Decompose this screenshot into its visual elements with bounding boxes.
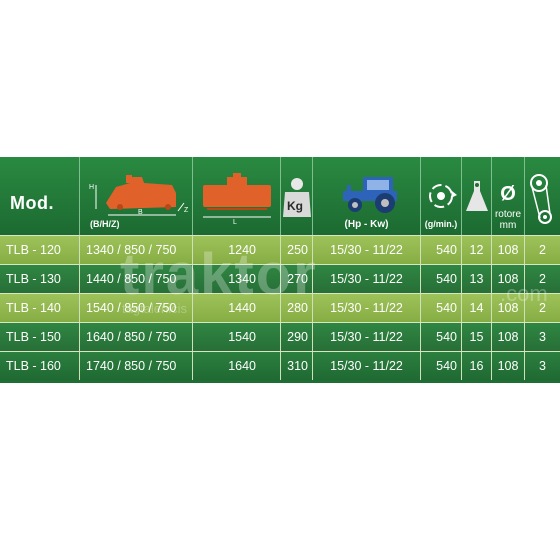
cell-rotor: 108 — [492, 323, 525, 351]
header-length: L — [193, 157, 281, 235]
cell-length: 1640 — [193, 352, 281, 380]
cell-power: 15/30 - 11/22 — [313, 352, 421, 380]
cell-model: TLB - 160 — [0, 352, 80, 380]
flail-mower-rear-icon — [203, 173, 271, 218]
cell-dims: 1640 / 850 / 750 — [80, 323, 193, 351]
cell-pto: 540 — [421, 294, 462, 322]
cell-dims: 1340 / 850 / 750 — [80, 236, 193, 264]
cell-belts: 2 — [539, 272, 546, 286]
cell-pto: 540 — [421, 323, 462, 351]
cell-rotor: 108 — [492, 236, 525, 264]
cell-model: TLB - 140 — [0, 294, 80, 322]
cell-power: 15/30 - 11/22 — [313, 294, 421, 322]
weight-unit: Kg — [287, 199, 303, 213]
header-belts — [525, 157, 560, 235]
model-header-label: Mod. — [10, 193, 54, 213]
cell-length: 1440 — [193, 294, 281, 322]
cell-model: TLB - 150 — [0, 323, 80, 351]
table-row: TLB - 130 1440 / 850 / 750 1340 270 15/30 - … — [0, 264, 560, 293]
cell-pto: 540 — [421, 236, 462, 264]
rotor-symbol: Ø — [500, 183, 516, 205]
table-row: TLB - 120 1340 / 850 / 750 1240 250 15/30 - … — [0, 235, 560, 264]
table-row: TLB - 150 1640 / 850 / 750 1540 290 15/30 - … — [0, 322, 560, 351]
dim-l-label: L — [233, 219, 237, 226]
cell-pto: 540 — [421, 265, 462, 293]
cell-blades: 12 — [462, 236, 492, 264]
flail-blade-icon — [466, 181, 488, 211]
belt-drive-icon — [530, 174, 552, 224]
cell-weight: 280 — [281, 294, 313, 322]
tractor-icon — [343, 177, 397, 213]
table-header: Mod. H B Z (B/H/Z) — [0, 157, 560, 235]
cell-belts: 3 — [539, 330, 546, 344]
cell-dims: 1440 / 850 / 750 — [80, 265, 193, 293]
cell-rotor: 108 — [492, 352, 525, 380]
cell-power: 15/30 - 11/22 — [313, 236, 421, 264]
cell-belts: 2 — [539, 301, 546, 315]
weight-icon — [283, 178, 311, 217]
cell-pto: 540 — [421, 352, 462, 380]
cell-length: 1340 — [193, 265, 281, 293]
flail-mower-side-icon — [95, 175, 185, 216]
cell-weight: 250 — [281, 236, 313, 264]
cell-power: 15/30 - 11/22 — [313, 265, 421, 293]
cell-power: 15/30 - 11/22 — [313, 323, 421, 351]
pto-unit: (g/min.) — [424, 219, 458, 229]
spec-table: Mod. H B Z (B/H/Z) — [0, 157, 560, 383]
cell-belts: 3 — [539, 359, 546, 373]
cell-length: 1240 — [193, 236, 281, 264]
rotor-label: rotore — [494, 209, 522, 220]
header-weight: Kg — [281, 157, 313, 235]
cell-length: 1540 — [193, 323, 281, 351]
dim-z-label: Z — [184, 207, 189, 214]
cell-weight: 270 — [281, 265, 313, 293]
cell-dims: 1740 / 850 / 750 — [80, 352, 193, 380]
rotation-icon — [429, 184, 457, 208]
table-row: TLB - 140 1540 / 850 / 750 1440 280 15/30 - … — [0, 293, 560, 322]
dims-unit: (B/H/Z) — [90, 219, 120, 229]
header-rotor: Ø rotore mm — [492, 157, 525, 235]
header-dimensions: H B Z (B/H/Z) — [80, 157, 193, 235]
cell-belts: 2 — [539, 243, 546, 257]
cell-weight: 290 — [281, 323, 313, 351]
table-row: TLB - 160 1740 / 850 / 750 1640 310 15/30 - … — [0, 351, 560, 380]
cell-model: TLB - 120 — [0, 236, 80, 264]
header-pto: (g/min.) — [421, 157, 462, 235]
cell-blades: 16 — [462, 352, 492, 380]
cell-rotor: 108 — [492, 265, 525, 293]
table-body: TLB - 120 1340 / 850 / 750 1240 250 15/30 - … — [0, 235, 560, 380]
header-model: Mod. — [0, 157, 80, 235]
header-power: (Hp - Kw) — [313, 157, 421, 235]
rotor-unit: mm — [499, 220, 517, 231]
dim-h-label: H — [89, 184, 95, 191]
cell-model: TLB - 130 — [0, 265, 80, 293]
header-blades — [462, 157, 492, 235]
cell-rotor: 108 — [492, 294, 525, 322]
cell-weight: 310 — [281, 352, 313, 380]
cell-blades: 13 — [462, 265, 492, 293]
power-unit: (Hp - Kw) — [344, 219, 389, 230]
cell-dims: 1540 / 850 / 750 — [80, 294, 193, 322]
cell-blades: 14 — [462, 294, 492, 322]
dim-b-label: B — [138, 209, 143, 216]
cell-blades: 15 — [462, 323, 492, 351]
